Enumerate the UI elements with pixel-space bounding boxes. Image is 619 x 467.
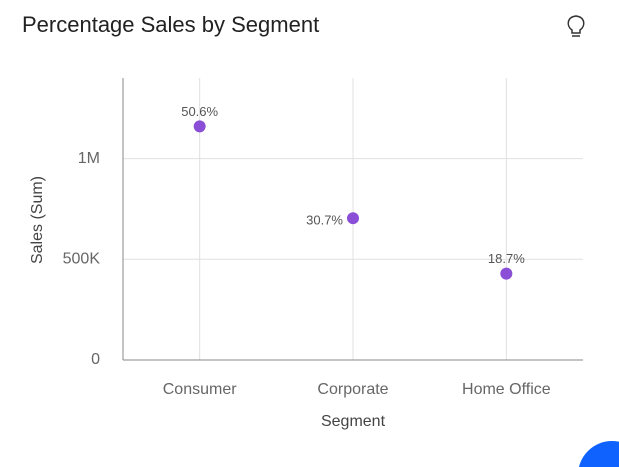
- x-tick-label: Consumer: [163, 381, 237, 398]
- x-tick-label: Home Office: [462, 381, 551, 398]
- data-label: 30.7%: [306, 213, 343, 228]
- data-point: [193, 120, 206, 133]
- action-button[interactable]: [578, 441, 619, 467]
- data-label: 18.7%: [488, 251, 525, 266]
- y-axis-label: Sales (Sum): [29, 176, 46, 264]
- data-point: [347, 212, 359, 225]
- data-label: 50.6%: [181, 104, 218, 119]
- chart-title: Percentage Sales by Segment: [22, 12, 319, 37]
- insight-icon[interactable]: [567, 15, 585, 37]
- y-tick-label: 1M: [78, 150, 100, 167]
- y-tick-label: 500K: [63, 251, 101, 268]
- x-tick-label: Corporate: [317, 381, 388, 398]
- y-tick-label: 0: [91, 351, 100, 368]
- data-point: [500, 267, 513, 280]
- x-axis-label: Segment: [321, 413, 386, 430]
